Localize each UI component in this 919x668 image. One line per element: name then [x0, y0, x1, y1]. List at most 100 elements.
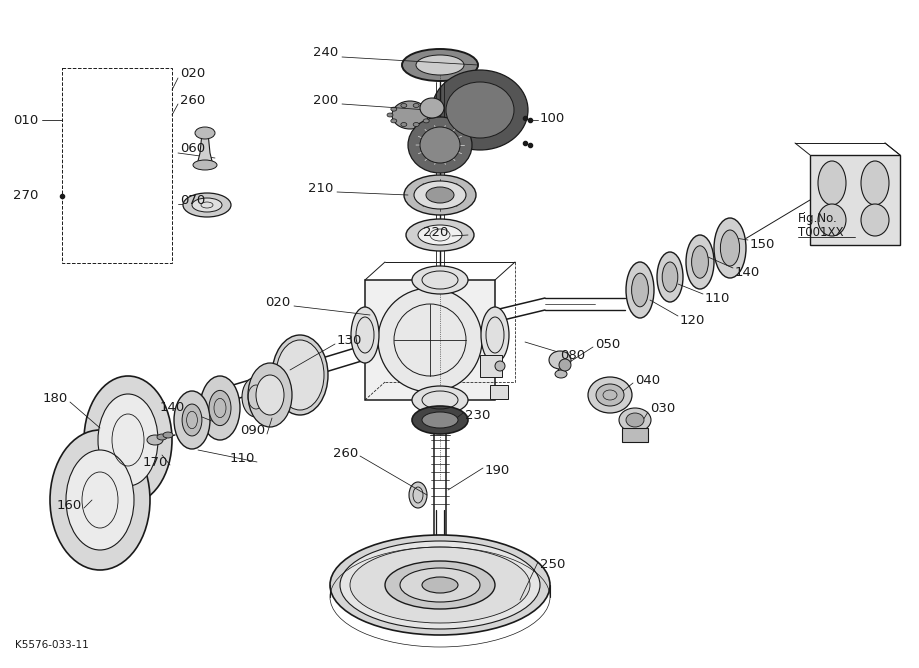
- Text: 060: 060: [180, 142, 205, 154]
- Ellipse shape: [195, 127, 215, 139]
- Ellipse shape: [423, 119, 429, 123]
- Ellipse shape: [426, 113, 433, 117]
- Text: 250: 250: [539, 558, 565, 572]
- Ellipse shape: [193, 160, 217, 170]
- Ellipse shape: [409, 482, 426, 508]
- Ellipse shape: [413, 122, 419, 126]
- Text: 150: 150: [749, 238, 775, 250]
- Text: 070: 070: [180, 194, 205, 206]
- Ellipse shape: [401, 104, 406, 108]
- Ellipse shape: [412, 386, 468, 414]
- Ellipse shape: [330, 535, 550, 635]
- Ellipse shape: [163, 432, 173, 438]
- Ellipse shape: [174, 391, 210, 449]
- Bar: [62, 68, 172, 263]
- Ellipse shape: [686, 235, 713, 289]
- Ellipse shape: [242, 377, 269, 417]
- Ellipse shape: [400, 568, 480, 602]
- Ellipse shape: [417, 225, 461, 245]
- Ellipse shape: [248, 363, 291, 427]
- Text: 220: 220: [422, 226, 448, 238]
- Ellipse shape: [656, 252, 682, 302]
- Text: T001XX: T001XX: [797, 226, 843, 238]
- Ellipse shape: [391, 107, 396, 111]
- Text: 170: 170: [142, 456, 168, 468]
- Text: 190: 190: [484, 464, 510, 476]
- Ellipse shape: [432, 70, 528, 150]
- Ellipse shape: [554, 370, 566, 378]
- Ellipse shape: [387, 113, 392, 117]
- Ellipse shape: [403, 175, 475, 215]
- Ellipse shape: [50, 430, 150, 570]
- Polygon shape: [197, 133, 213, 165]
- Ellipse shape: [199, 376, 240, 440]
- Ellipse shape: [420, 127, 460, 163]
- Text: 110: 110: [230, 452, 255, 464]
- Text: 140: 140: [160, 401, 185, 413]
- Ellipse shape: [401, 122, 406, 126]
- Text: 210: 210: [307, 182, 333, 194]
- Ellipse shape: [587, 377, 631, 413]
- Ellipse shape: [494, 361, 505, 371]
- Text: 080: 080: [560, 349, 584, 361]
- Text: 260: 260: [180, 94, 205, 106]
- Text: 270: 270: [13, 188, 38, 202]
- Ellipse shape: [192, 198, 221, 212]
- Ellipse shape: [349, 547, 529, 623]
- Ellipse shape: [625, 262, 653, 318]
- Text: 130: 130: [336, 333, 362, 347]
- Ellipse shape: [817, 161, 845, 205]
- Text: 180: 180: [42, 391, 68, 405]
- Text: 090: 090: [240, 424, 265, 436]
- Ellipse shape: [422, 577, 458, 593]
- Ellipse shape: [481, 307, 508, 363]
- Ellipse shape: [98, 394, 158, 486]
- Text: 200: 200: [312, 94, 337, 106]
- Ellipse shape: [157, 434, 167, 440]
- Bar: [809, 155, 899, 245]
- Ellipse shape: [391, 101, 427, 129]
- Ellipse shape: [351, 307, 379, 363]
- Text: 010: 010: [13, 114, 38, 126]
- Ellipse shape: [596, 384, 623, 406]
- Ellipse shape: [384, 561, 494, 609]
- Text: 040: 040: [634, 373, 660, 387]
- Ellipse shape: [860, 161, 888, 205]
- Text: 110: 110: [704, 291, 730, 305]
- Ellipse shape: [423, 107, 429, 111]
- Ellipse shape: [412, 406, 468, 434]
- Ellipse shape: [147, 435, 163, 445]
- Ellipse shape: [618, 408, 651, 432]
- Ellipse shape: [631, 273, 648, 307]
- Ellipse shape: [662, 262, 677, 292]
- Ellipse shape: [412, 266, 468, 294]
- Text: 030: 030: [650, 401, 675, 415]
- Bar: [621, 428, 647, 442]
- Ellipse shape: [415, 55, 463, 75]
- Text: 240: 240: [312, 45, 337, 59]
- Text: 260: 260: [333, 446, 357, 460]
- Ellipse shape: [391, 119, 396, 123]
- Ellipse shape: [255, 375, 284, 415]
- Text: 140: 140: [734, 265, 759, 279]
- Text: 160: 160: [57, 498, 82, 512]
- Ellipse shape: [691, 246, 708, 278]
- Ellipse shape: [413, 104, 419, 108]
- Ellipse shape: [276, 340, 323, 410]
- Text: 020: 020: [265, 295, 289, 309]
- Ellipse shape: [414, 181, 466, 209]
- Ellipse shape: [559, 359, 571, 371]
- Ellipse shape: [625, 413, 643, 427]
- Text: K5576-033-11: K5576-033-11: [15, 640, 88, 650]
- Ellipse shape: [407, 117, 471, 173]
- Text: 100: 100: [539, 112, 564, 124]
- Text: Fig.No.: Fig.No.: [797, 212, 837, 224]
- Ellipse shape: [720, 230, 739, 266]
- Ellipse shape: [209, 390, 231, 426]
- Text: 020: 020: [180, 67, 205, 79]
- Ellipse shape: [378, 288, 482, 392]
- Ellipse shape: [182, 404, 201, 436]
- Ellipse shape: [860, 204, 888, 236]
- Bar: [365, 280, 494, 400]
- Ellipse shape: [84, 376, 172, 504]
